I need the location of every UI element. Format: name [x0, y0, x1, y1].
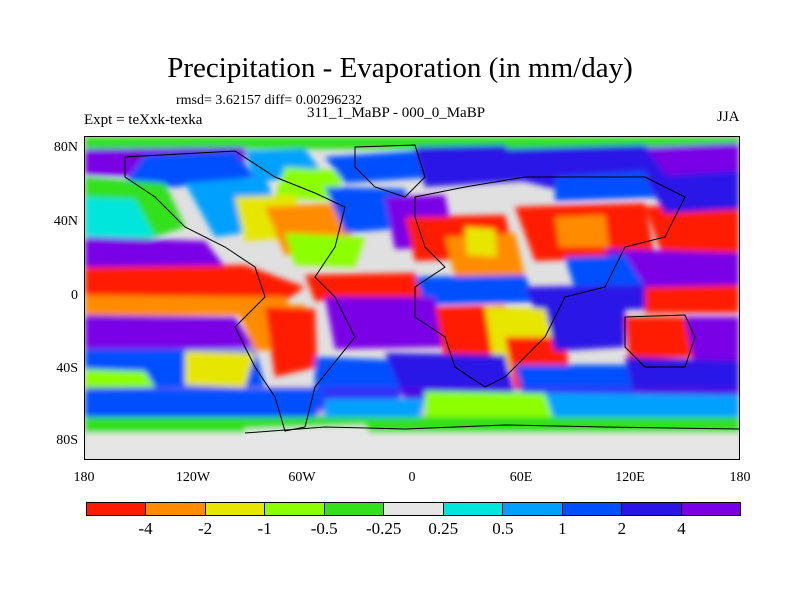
colorbar-segment [87, 503, 147, 515]
colorbar-segment [205, 503, 266, 515]
x-tick-180e: 180 [729, 470, 751, 485]
season-label: JJA [717, 109, 740, 125]
plot-title: Precipitation - Evaporation (in mm/day) [167, 52, 633, 84]
x-tick-120w: 120W [175, 470, 211, 485]
field-blobs [85, 137, 739, 459]
cases-label: 311_1_MaBP - 000_0_MaBP [307, 105, 486, 121]
colorbar-segment [146, 503, 206, 515]
x-tick-60e: 60E [509, 470, 533, 485]
coastlines [124, 144, 739, 434]
colorbar-label: -0.25 [366, 519, 402, 538]
map-field [85, 137, 739, 459]
colorbar-label: -2 [197, 519, 213, 538]
colorbar-segment [503, 503, 563, 515]
colorbar-segment [443, 503, 504, 515]
colorbar-segment [265, 503, 325, 515]
map-panel [84, 136, 740, 460]
colorbar-label: -0.5 [310, 519, 338, 538]
x-tick-120e: 120E [615, 470, 645, 485]
y-tick-80n: 80N [53, 140, 78, 155]
colorbar-segment [562, 503, 623, 515]
stats-line: rmsd= 3.62157 diff= 0.00296232 [176, 93, 363, 108]
colorbar-segment [622, 503, 682, 515]
y-tick-0: 0 [71, 288, 78, 303]
colorbar-segment [384, 503, 444, 515]
x-tick-60w: 60W [288, 470, 316, 485]
colorbar-label: -1 [257, 519, 272, 538]
y-tick-40n: 40N [53, 214, 78, 229]
colorbar [86, 502, 741, 516]
colorbar-segment [324, 503, 385, 515]
experiment-label: Expt = teXxk-texka [84, 112, 203, 128]
colorbar-label: 0.25 [428, 519, 459, 538]
colorbar-segment [681, 503, 740, 515]
colorbar-label: 0.5 [492, 519, 514, 538]
x-tick-180w: 180 [73, 470, 95, 485]
x-tick-0: 0 [408, 470, 416, 485]
colorbar-label: -4 [138, 519, 153, 538]
colorbar-label: 1 [558, 519, 567, 538]
colorbar-label: 4 [677, 519, 686, 538]
colorbar-label: 2 [617, 519, 627, 538]
y-tick-40s: 40S [56, 361, 78, 376]
y-tick-80s: 80S [56, 433, 78, 448]
